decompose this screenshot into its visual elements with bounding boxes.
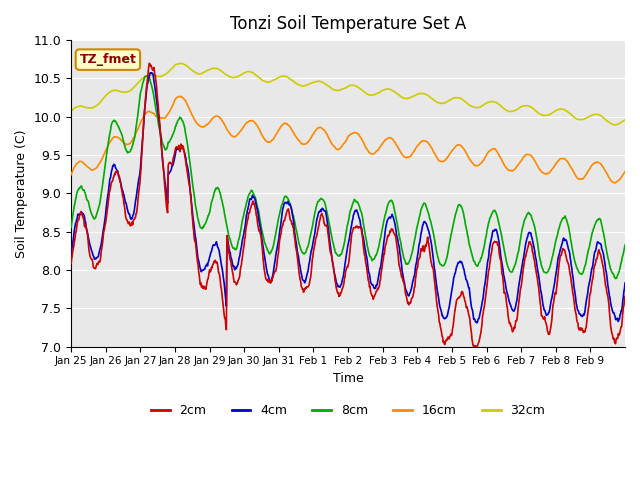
- Text: TZ_fmet: TZ_fmet: [79, 53, 136, 66]
- X-axis label: Time: Time: [333, 372, 364, 385]
- Legend: 2cm, 4cm, 8cm, 16cm, 32cm: 2cm, 4cm, 8cm, 16cm, 32cm: [146, 399, 550, 422]
- Y-axis label: Soil Temperature (C): Soil Temperature (C): [15, 129, 28, 258]
- Title: Tonzi Soil Temperature Set A: Tonzi Soil Temperature Set A: [230, 15, 466, 33]
